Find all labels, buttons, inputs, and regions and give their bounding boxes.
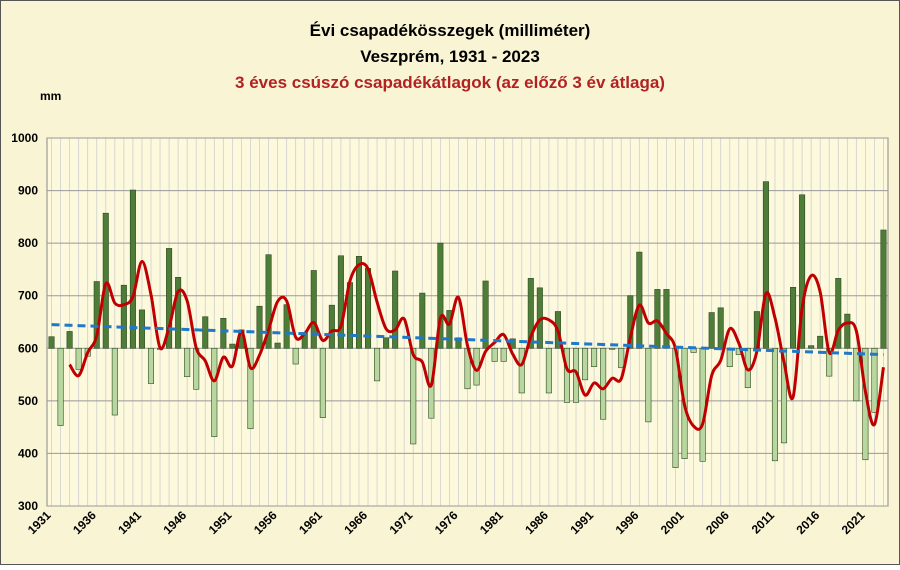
y-tick-label: 300: [18, 499, 38, 513]
bar: [220, 318, 227, 349]
bar: [482, 280, 489, 349]
bar: [636, 251, 643, 349]
bar: [274, 342, 281, 349]
bar: [518, 347, 525, 394]
bar: [355, 255, 362, 349]
bar: [817, 335, 824, 349]
bar: [319, 347, 326, 418]
bar: [184, 347, 191, 377]
bar: [446, 310, 453, 349]
bar: [545, 347, 552, 394]
bar: [111, 347, 118, 416]
bar: [337, 255, 344, 349]
bar: [618, 347, 625, 369]
y-tick-label: 700: [18, 289, 38, 303]
bar: [57, 347, 64, 426]
bar: [609, 347, 616, 350]
chart-subtitle2: 3 éves csúszó csapadékátlagok (az előző …: [235, 73, 665, 92]
bar: [265, 254, 272, 349]
bar: [120, 284, 127, 349]
bar: [663, 289, 670, 349]
bar: [880, 229, 887, 349]
bar: [808, 345, 815, 349]
bar: [66, 331, 73, 349]
y-tick-label: 600: [18, 341, 38, 355]
bar: [799, 194, 806, 349]
bar: [48, 336, 55, 349]
y-tick-label: 900: [18, 184, 38, 198]
bar: [491, 347, 498, 362]
bar: [202, 316, 209, 349]
bar: [374, 347, 381, 382]
bar: [780, 347, 788, 444]
bar: [211, 347, 218, 437]
bar: [844, 313, 851, 349]
bar: [582, 347, 589, 381]
bar: [853, 347, 860, 402]
y-axis-label: mm: [40, 89, 61, 103]
bar: [419, 292, 426, 349]
bar: [383, 337, 390, 349]
bar: [717, 307, 724, 349]
bar: [247, 347, 254, 430]
bar: [437, 242, 444, 349]
y-tick-label: 400: [18, 446, 38, 460]
bar: [455, 337, 462, 349]
bar: [527, 278, 534, 349]
bar: [563, 347, 570, 403]
bar: [771, 347, 778, 462]
bar: [509, 338, 516, 349]
y-tick-label: 800: [18, 236, 38, 250]
bar: [600, 347, 607, 420]
bar: [500, 347, 507, 362]
bar: [292, 347, 299, 365]
moving-average-line: [68, 260, 885, 431]
bar: [229, 343, 236, 349]
bar: [129, 189, 136, 349]
bar: [654, 289, 661, 349]
bar: [166, 248, 173, 349]
bar: [699, 347, 706, 462]
bar: [256, 305, 263, 349]
bar: [790, 287, 797, 349]
bar: [762, 181, 769, 349]
chart-subtitle: Veszprém, 1931 - 2023: [360, 47, 540, 66]
trend-line: [51, 323, 884, 357]
bar: [645, 347, 652, 423]
bar: [410, 347, 417, 445]
bar: [708, 312, 715, 349]
bar: [392, 270, 399, 349]
bar: [591, 347, 598, 367]
bar: [147, 347, 155, 384]
bar: [75, 347, 82, 370]
bar: [175, 277, 182, 349]
chart-title: Évi csapadékösszegek (milliméter): [310, 21, 591, 40]
y-tick-label: 500: [18, 394, 38, 408]
y-tick-label: 1000: [11, 131, 38, 145]
bar: [871, 347, 878, 413]
bar: [835, 278, 842, 349]
bar: [328, 304, 335, 349]
bar: [102, 212, 109, 349]
bar: [310, 270, 317, 349]
bar: [726, 347, 733, 367]
